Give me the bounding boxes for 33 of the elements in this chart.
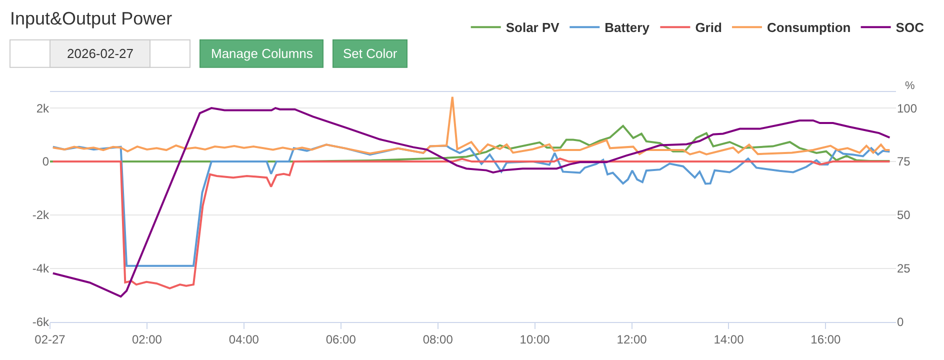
y2-tick-label: 75 <box>897 154 911 169</box>
y-tick-label: 0 <box>42 154 50 169</box>
text: 2026-02-27 <box>67 46 134 61</box>
x-tick-label: 02-27 <box>34 332 66 346</box>
legend-label: Solar PV <box>506 20 560 36</box>
chart-title: Input&Output Power <box>10 8 172 28</box>
y-tick-label: -4k <box>32 262 50 276</box>
text: Set Color <box>343 46 398 61</box>
y-tick-label: -6k <box>32 315 50 330</box>
x-tick-label: 12:00 <box>616 332 648 346</box>
y-tick-label: 2k <box>36 101 50 116</box>
x-tick-label: 14:00 <box>714 332 744 346</box>
x-tick-label: 02:00 <box>132 332 162 346</box>
x-tick-label: 04:00 <box>228 332 260 346</box>
y2-tick-label: 50 <box>897 208 911 222</box>
x-tick-label: 16:00 <box>810 332 842 346</box>
legend-label: Battery <box>604 20 650 36</box>
line-series <box>52 158 891 290</box>
x-tick-label: 10:00 <box>520 332 550 346</box>
line-series <box>52 96 891 156</box>
x-tick-label: 08:00 <box>422 332 454 346</box>
legend-label: Grid <box>695 20 722 36</box>
y2-tick-label: 25 <box>897 262 911 276</box>
y2-tick-label: 0 <box>897 315 904 330</box>
y2-axis-title: % <box>905 80 915 92</box>
line-series <box>52 107 891 298</box>
legend-label: SOC <box>896 20 925 36</box>
y-tick-label: -2k <box>32 208 50 222</box>
legend-label: Consumption <box>766 20 851 36</box>
text: Manage Columns <box>211 46 314 61</box>
line-series <box>52 144 891 267</box>
y2-tick-label: 100 <box>897 101 918 116</box>
x-tick-label: 06:00 <box>326 332 356 346</box>
